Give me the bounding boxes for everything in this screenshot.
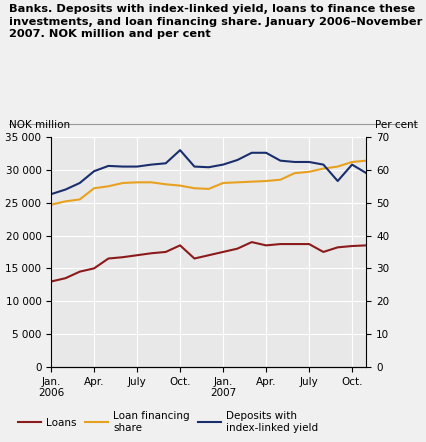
Legend: Loans, Loan financing
share, Deposits with
index-linked yield: Loans, Loan financing share, Deposits wi…: [14, 407, 322, 437]
Text: Banks. Deposits with index-linked yield, loans to finance these
investments, and: Banks. Deposits with index-linked yield,…: [9, 4, 422, 39]
Text: Per cent: Per cent: [375, 120, 417, 130]
Text: NOK million: NOK million: [9, 120, 69, 130]
